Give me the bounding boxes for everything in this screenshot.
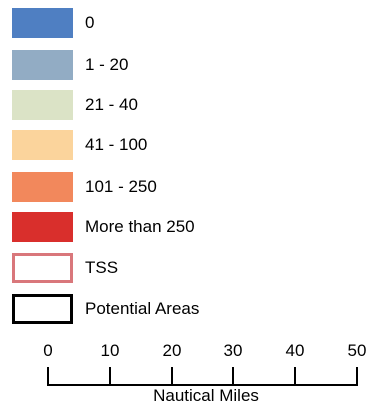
legend-swatch-1-20 <box>12 50 73 80</box>
legend-label-1-20: 1 - 20 <box>85 55 129 74</box>
legend-label-21-40: 21 - 40 <box>85 95 138 114</box>
scale-bar-units: Nautical Miles <box>153 386 259 405</box>
legend-label-0: 0 <box>85 13 95 32</box>
legend-swatch-21-40 <box>12 90 73 120</box>
scale-bar-tick-label-50: 50 <box>348 341 367 360</box>
legend-item-101-250: 101 - 250 <box>12 172 372 202</box>
legend-label-41-100: 41 - 100 <box>85 135 148 154</box>
legend-item-tss: TSS <box>12 253 372 283</box>
map-legend: 0 1 - 20 21 - 40 41 - 100 101 - 250 More… <box>12 8 372 324</box>
scale-bar-tick-label-0: 0 <box>43 341 52 360</box>
scale-bar-tick-label-40: 40 <box>286 341 305 360</box>
legend-swatch-potential-areas <box>12 294 73 324</box>
scale-bar: 0 10 20 30 40 50 Nautical Miles <box>0 330 376 408</box>
scale-bar-graphic: 0 10 20 30 40 50 <box>43 341 367 386</box>
legend-swatch-more-than-250 <box>12 212 73 242</box>
legend-swatch-0 <box>12 8 73 38</box>
legend-item-potential-areas: Potential Areas <box>12 294 372 324</box>
legend-item-0: 0 <box>12 8 372 38</box>
legend-label-potential-areas: Potential Areas <box>85 299 200 318</box>
scale-bar-tick-label-20: 20 <box>163 341 182 360</box>
legend-item-41-100: 41 - 100 <box>12 130 372 160</box>
legend-item-more-than-250: More than 250 <box>12 212 372 242</box>
legend-label-more-than-250: More than 250 <box>85 217 195 236</box>
legend-swatch-101-250 <box>12 172 73 202</box>
legend-label-tss: TSS <box>85 258 119 277</box>
scale-bar-tick-label-10: 10 <box>101 341 120 360</box>
legend-item-1-20: 1 - 20 <box>12 50 372 80</box>
legend-item-21-40: 21 - 40 <box>12 90 372 120</box>
scale-bar-tick-label-30: 30 <box>224 341 243 360</box>
legend-swatch-tss <box>12 253 73 283</box>
legend-label-101-250: 101 - 250 <box>85 177 157 196</box>
legend-swatch-41-100 <box>12 130 73 160</box>
